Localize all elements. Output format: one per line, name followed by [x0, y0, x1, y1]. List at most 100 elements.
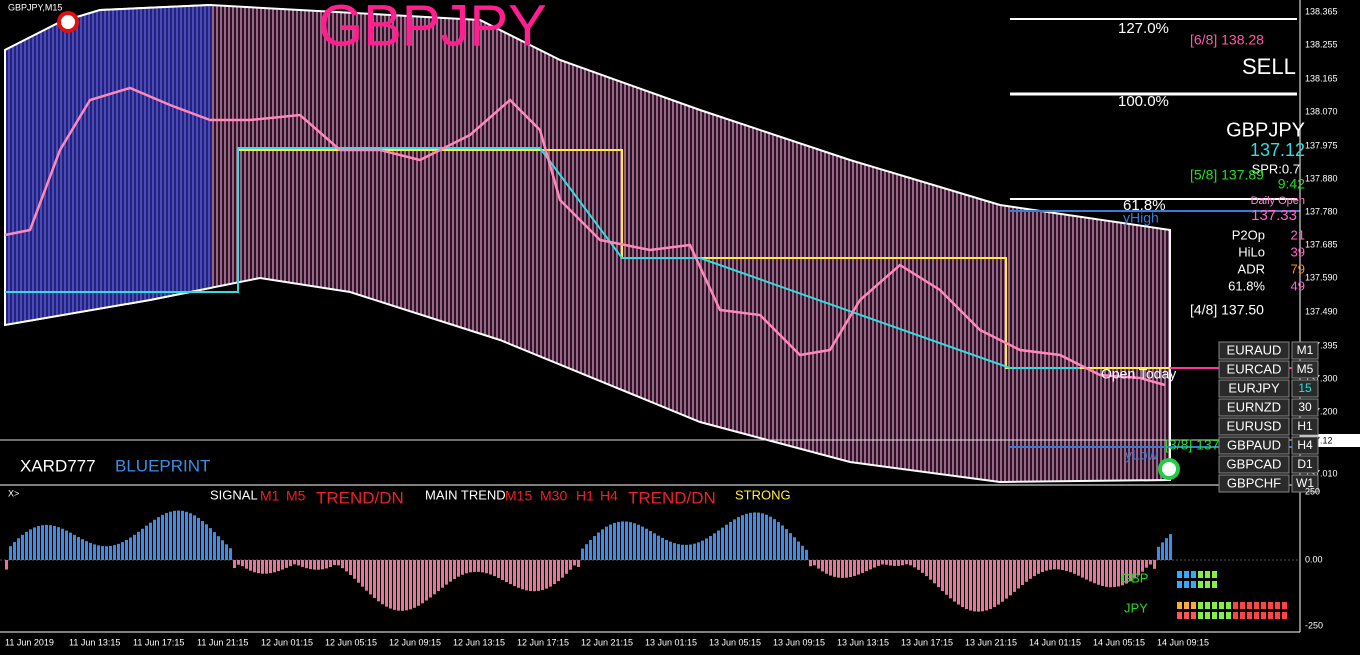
symbol-button-label[interactable]: EURUSD	[1227, 418, 1282, 433]
symbol-button-label[interactable]: EURNZD	[1227, 399, 1281, 414]
hist-bar	[929, 560, 932, 580]
hist-bar	[741, 515, 744, 560]
symbol-button-label[interactable]: GBPCAD	[1227, 456, 1282, 471]
hist-bar	[217, 536, 220, 560]
timeframe-button[interactable]	[1291, 341, 1319, 360]
symbol-button-label[interactable]: EURJPY	[1228, 380, 1280, 395]
hist-bar	[161, 514, 164, 560]
price-tick: 138.255	[1305, 39, 1338, 49]
hist-bar	[397, 560, 400, 611]
hist-bar	[93, 544, 96, 560]
price-tick: 137.685	[1305, 239, 1338, 249]
timeframe-button[interactable]	[1291, 436, 1319, 455]
timeframe-button-label[interactable]: H1	[1297, 419, 1313, 433]
timeframe-button[interactable]	[1291, 417, 1319, 436]
hist-bar	[833, 560, 836, 577]
hist-bar	[61, 528, 64, 560]
hist-bar	[1061, 560, 1064, 570]
hist-bar	[465, 560, 468, 574]
timeframe-button-label[interactable]: H4	[1297, 438, 1313, 452]
symbol-button[interactable]	[1218, 398, 1290, 417]
hist-bar	[697, 542, 700, 560]
timeframe-button[interactable]	[1291, 398, 1319, 417]
hist-bar	[77, 537, 80, 560]
timeframe-button-label[interactable]: M5	[1297, 362, 1314, 376]
price-tick: 138.165	[1305, 73, 1338, 83]
hist-bar	[617, 521, 620, 560]
hist-bar	[573, 560, 576, 566]
hist-bar	[65, 530, 68, 560]
cyan-step	[5, 147, 1080, 369]
symbol-button-label[interactable]: GBPCHF	[1227, 475, 1281, 490]
timeframe-button-label[interactable]: 30	[1298, 400, 1312, 414]
symbol-button-label[interactable]: GBPAUD	[1227, 437, 1281, 452]
symbol-button[interactable]	[1218, 474, 1290, 493]
hist-bar	[745, 513, 748, 560]
hist-bar	[1097, 560, 1100, 585]
hist-bar	[1141, 560, 1144, 572]
hist-bar	[881, 560, 884, 565]
hist-bar	[1045, 560, 1048, 571]
symbol-button-label[interactable]: EURCAD	[1227, 361, 1282, 376]
hist-bar	[637, 524, 640, 560]
hist-bar	[229, 548, 232, 560]
hist-bar	[1037, 560, 1040, 574]
hist-bar	[997, 560, 1000, 605]
hist-bar	[433, 560, 436, 595]
hist-bar	[1117, 560, 1120, 587]
price-tick: 137.300	[1305, 373, 1338, 383]
strength-cell	[1240, 602, 1245, 609]
timeframe-button[interactable]	[1291, 360, 1319, 379]
high-marker	[57, 11, 79, 33]
brand: BLUEPRINT	[115, 456, 210, 475]
hist-bar	[413, 560, 416, 608]
timeframe-button-label[interactable]: D1	[1297, 457, 1313, 471]
price-tag: 137.12	[1305, 435, 1333, 445]
stat-label: 61.8%	[1228, 278, 1265, 293]
hist-bar	[569, 560, 572, 570]
hist-bar	[877, 560, 880, 566]
murrey-level: [6/8] 138.28	[1190, 32, 1264, 48]
ylow-label: yLow	[1125, 447, 1159, 463]
hist-bar	[913, 560, 916, 568]
hist-bar	[837, 560, 840, 578]
hist-bar	[829, 560, 832, 576]
time-tick: 11 Jun 17:15	[133, 637, 184, 647]
symbol-button[interactable]	[1218, 379, 1290, 398]
hist-bar	[541, 560, 544, 591]
timeframe-button-label[interactable]: M1	[1297, 343, 1314, 357]
hist-bar	[501, 560, 504, 580]
hist-bar	[453, 560, 456, 579]
hist-bar	[33, 527, 36, 560]
timeframe-button[interactable]	[1291, 474, 1319, 493]
time-tick: 12 Jun 21:15	[581, 637, 633, 647]
symbol-button[interactable]	[1218, 341, 1290, 360]
hist-bar	[425, 560, 428, 601]
hist-bar	[1137, 560, 1140, 576]
symbol-button-label[interactable]: EURAUD	[1227, 342, 1282, 357]
hist-bar	[813, 560, 816, 566]
hist-bar	[369, 560, 372, 595]
hist-bar	[389, 560, 392, 609]
symbol-button[interactable]	[1218, 436, 1290, 455]
timeframe-button[interactable]	[1291, 455, 1319, 474]
hist-bar	[609, 524, 612, 560]
hist-bar	[585, 544, 588, 560]
symbol-button[interactable]	[1218, 360, 1290, 379]
hist-bar	[509, 560, 512, 585]
hist-bar	[149, 522, 152, 560]
hist-bar	[273, 560, 276, 573]
symbol-button[interactable]	[1218, 455, 1290, 474]
timeframe-button-label[interactable]: W1	[1296, 476, 1314, 490]
timeframe-button-label[interactable]: 15	[1298, 381, 1312, 395]
hist-bar	[869, 560, 872, 570]
hist-bar	[1161, 542, 1164, 560]
strength-cell	[1268, 612, 1273, 619]
hist-bar	[365, 560, 368, 591]
hist-bar	[449, 560, 452, 582]
timeframe-button[interactable]	[1291, 379, 1319, 398]
hist-bar	[1073, 560, 1076, 574]
time-tick: 12 Jun 09:15	[389, 637, 441, 647]
time-tick: 11 Jun 21:15	[197, 637, 248, 647]
symbol-button[interactable]	[1218, 417, 1290, 436]
